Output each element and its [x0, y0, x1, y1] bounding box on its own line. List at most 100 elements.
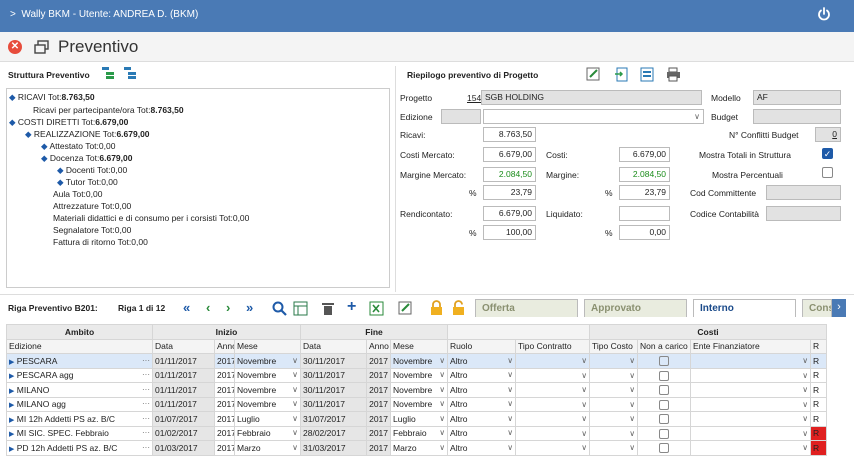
- tree-node[interactable]: Aula Tot:0,00: [53, 189, 103, 199]
- cell-data-inizio[interactable]: 01/02/2017: [152, 425, 215, 441]
- cell-non-carico[interactable]: [637, 367, 692, 383]
- cell-ruolo[interactable]: Altro ∨: [447, 396, 517, 412]
- cell-ente[interactable]: ∨: [690, 353, 812, 369]
- cell-r[interactable]: R: [810, 396, 828, 412]
- mostra-perc-checkbox[interactable]: [822, 167, 833, 178]
- cell-r[interactable]: R: [810, 411, 828, 427]
- cell-edizione[interactable]: ▶ PESCARA agg ···: [6, 367, 153, 383]
- report-icon[interactable]: [640, 67, 655, 82]
- pct-margine-field[interactable]: 23,79: [619, 185, 670, 200]
- col-anno-inizio[interactable]: Anno: [214, 338, 235, 354]
- col-ruolo[interactable]: Ruolo: [447, 338, 517, 354]
- cell-tipo-costo[interactable]: ∨: [589, 396, 639, 412]
- tree-node[interactable]: ◆ Docenti Tot:0,00: [57, 165, 128, 175]
- ellipsis-button[interactable]: ···: [142, 399, 150, 409]
- expand-tree-icon[interactable]: [100, 66, 116, 80]
- cell-edizione[interactable]: ▶ MI SIC. SPEC. Febbraio ···: [6, 425, 153, 441]
- close-icon[interactable]: ✕: [8, 40, 22, 54]
- cell-tipo-contratto[interactable]: ∨: [515, 396, 591, 412]
- col-non-carico[interactable]: Non a carico: [637, 338, 692, 354]
- tree-node[interactable]: Attrezzature Tot:0,00: [53, 201, 132, 211]
- tree-node[interactable]: ◆ RICAVI Tot:8.763,50: [9, 92, 95, 102]
- margine-mercato-field[interactable]: 2.084,50: [483, 167, 536, 182]
- tree-node[interactable]: ◆ COSTI DIRETTI Tot:6.679,00: [9, 117, 129, 127]
- cell-tipo-contratto[interactable]: ∨: [515, 411, 591, 427]
- table-row[interactable]: ▶ PESCARA ··· 01/11/2017 2017 Novembre ∨ 30/11…: [6, 353, 828, 369]
- cell-non-carico[interactable]: [637, 353, 692, 369]
- cell-ente[interactable]: ∨: [690, 396, 812, 412]
- ellipsis-button[interactable]: ···: [142, 355, 150, 365]
- cell-non-carico[interactable]: [637, 425, 692, 441]
- pct-rendicontato-field[interactable]: 100,00: [483, 225, 536, 240]
- cell-tipo-costo[interactable]: ∨: [589, 353, 639, 369]
- cell-data-inizio[interactable]: 01/03/2017: [152, 440, 215, 456]
- ricavi-field[interactable]: 8.763,50: [483, 127, 536, 142]
- cell-mese-fine[interactable]: Marzo ∨: [390, 440, 449, 456]
- tree-node[interactable]: ◆ Tutor Tot:0,00: [57, 177, 118, 187]
- cell-r[interactable]: R: [810, 425, 828, 441]
- cell-ruolo[interactable]: Altro ∨: [447, 382, 517, 398]
- cell-ente[interactable]: ∨: [690, 425, 812, 441]
- ellipsis-button[interactable]: ···: [142, 413, 150, 423]
- cell-data-inizio[interactable]: 01/11/2017: [152, 396, 215, 412]
- cell-mese-inizio[interactable]: Novembre ∨: [233, 367, 302, 383]
- cell-edizione[interactable]: ▶ MILANO agg ···: [6, 396, 153, 412]
- cell-non-carico[interactable]: [637, 440, 692, 456]
- cell-non-carico[interactable]: [637, 396, 692, 412]
- costi-mercato-field[interactable]: 6.679,00: [483, 147, 536, 162]
- table-row[interactable]: ▶ MI SIC. SPEC. Febbraio ··· 01/02/2017 201…: [6, 425, 828, 441]
- progetto-field[interactable]: SGB HOLDING: [481, 90, 702, 105]
- delete-icon[interactable]: [321, 301, 335, 316]
- cell-mese-inizio[interactable]: Luglio ∨: [233, 411, 302, 427]
- collapse-tree-icon[interactable]: [122, 66, 138, 80]
- cell-tipo-costo[interactable]: ∨: [589, 425, 639, 441]
- cell-data-inizio[interactable]: 01/11/2017: [152, 367, 215, 383]
- cell-ente[interactable]: ∨: [690, 440, 812, 456]
- table-row[interactable]: ▶ MI 12h Addetti PS az. B/C ··· 01/07/2017…: [6, 411, 828, 427]
- codice-contabile-field[interactable]: [766, 206, 841, 221]
- first-record-icon[interactable]: «: [183, 300, 191, 315]
- table-row[interactable]: ▶ MILANO agg ··· 01/11/2017 2017 Novembre ∨ 30…: [6, 396, 828, 412]
- cell-data-inizio[interactable]: 01/07/2017: [152, 411, 215, 427]
- cell-ruolo[interactable]: Altro ∨: [447, 440, 517, 456]
- table-row[interactable]: ▶ PESCARA agg ··· 01/11/2017 2017 Novembre ∨ 3…: [6, 367, 828, 383]
- search-icon[interactable]: [272, 301, 287, 316]
- table-row[interactable]: ▶ MILANO ··· 01/11/2017 2017 Novembre ∨ 30/11/…: [6, 382, 828, 398]
- tab-interno[interactable]: Interno: [693, 299, 796, 317]
- cell-tipo-contratto[interactable]: ∨: [515, 353, 591, 369]
- cell-data-fine[interactable]: 30/11/2017: [300, 353, 368, 369]
- export-icon[interactable]: [614, 67, 629, 82]
- cell-edizione[interactable]: ▶ PESCARA ···: [6, 353, 153, 369]
- cell-data-fine[interactable]: 31/03/2017: [300, 440, 368, 456]
- edizione-select[interactable]: ∨: [483, 109, 704, 124]
- cell-ente[interactable]: ∨: [690, 382, 812, 398]
- cell-tipo-costo[interactable]: ∨: [589, 382, 639, 398]
- cell-tipo-costo[interactable]: ∨: [589, 411, 639, 427]
- cell-mese-inizio[interactable]: Febbraio ∨: [233, 425, 302, 441]
- cell-non-carico[interactable]: [637, 382, 692, 398]
- tree-node[interactable]: Materiali didattici e di consumo per i c…: [53, 213, 250, 223]
- cell-ruolo[interactable]: Altro ∨: [447, 425, 517, 441]
- cell-data-fine[interactable]: 28/02/2017: [300, 425, 368, 441]
- col-data-fine[interactable]: Data: [300, 338, 368, 354]
- cell-mese-fine[interactable]: Novembre ∨: [390, 396, 449, 412]
- rendicontato-field[interactable]: 6.679,00: [483, 206, 536, 221]
- cell-mese-inizio[interactable]: Novembre ∨: [233, 353, 302, 369]
- last-record-icon[interactable]: »: [246, 300, 254, 315]
- cell-ruolo[interactable]: Altro ∨: [447, 353, 517, 369]
- tree-node[interactable]: ◆ Docenza Tot:6.679,00: [41, 153, 133, 163]
- cell-data-inizio[interactable]: 01/11/2017: [152, 353, 215, 369]
- cell-tipo-costo[interactable]: ∨: [589, 440, 639, 456]
- cell-edizione[interactable]: ▶ PD 12h Addetti PS az. B/C ···: [6, 440, 153, 456]
- non-carico-checkbox[interactable]: [659, 385, 670, 396]
- col-data-inizio[interactable]: Data: [152, 338, 215, 354]
- pct-liquidato-field[interactable]: 0,00: [619, 225, 670, 240]
- cell-mese-fine[interactable]: Novembre ∨: [390, 367, 449, 383]
- pct-mercato-field[interactable]: 23,79: [483, 185, 536, 200]
- cell-edizione[interactable]: ▶ MI 12h Addetti PS az. B/C ···: [6, 411, 153, 427]
- print-icon[interactable]: [666, 67, 681, 82]
- cell-data-fine[interactable]: 30/11/2017: [300, 367, 368, 383]
- power-icon[interactable]: [816, 6, 832, 22]
- cell-r[interactable]: R: [810, 353, 828, 369]
- margine-field[interactable]: 2.084,50: [619, 167, 670, 182]
